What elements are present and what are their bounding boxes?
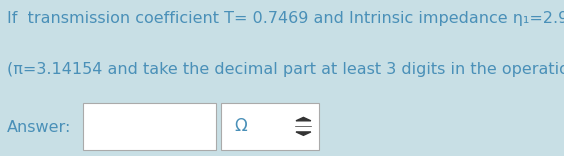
Polygon shape: [296, 132, 311, 135]
Polygon shape: [296, 117, 311, 121]
Text: If  transmission coefficient T= 0.7469 and Intrinsic impedance η₁=2.96, then η₂=: If transmission coefficient T= 0.7469 an…: [7, 11, 564, 26]
Text: Ω: Ω: [235, 117, 248, 135]
Text: Answer:: Answer:: [7, 120, 72, 135]
Text: (π=3.14154 and take the decimal part at least 3 digits in the operations): (π=3.14154 and take the decimal part at …: [7, 62, 564, 77]
